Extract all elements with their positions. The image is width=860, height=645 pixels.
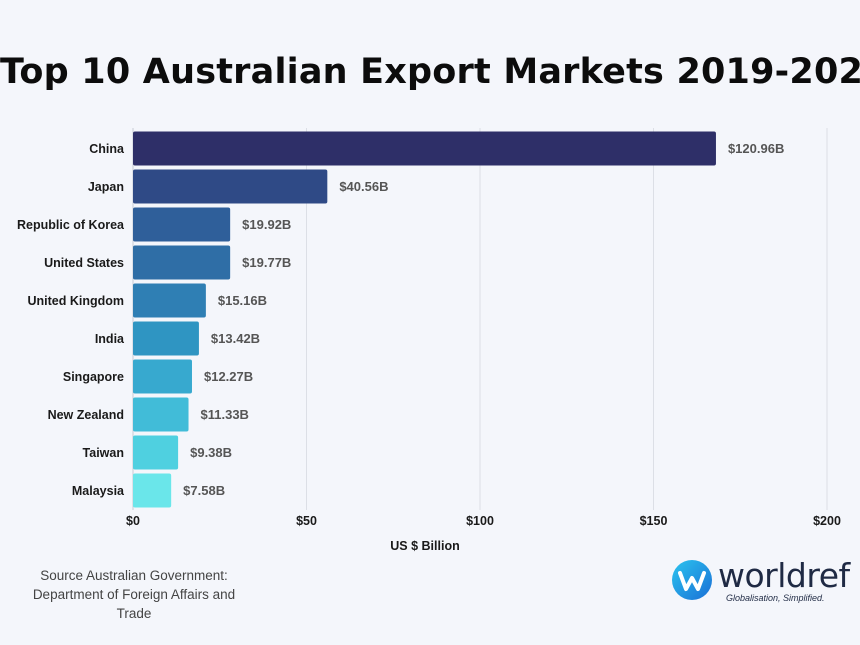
category-label: Malaysia xyxy=(72,484,125,498)
category-label: New Zealand xyxy=(48,408,124,422)
value-label: $13.42B xyxy=(211,331,260,346)
category-label: Republic of Korea xyxy=(17,218,125,232)
x-axis-title: US $ Billion xyxy=(390,539,459,553)
bar xyxy=(133,321,199,356)
logo-tagline: Globalisation, Simplified. xyxy=(726,593,825,603)
bar xyxy=(133,131,716,166)
source-line-2: Department of Foreign Affairs and Trade xyxy=(32,587,236,621)
value-label: $19.92B xyxy=(242,217,291,232)
category-label: Singapore xyxy=(63,370,124,384)
category-label: Japan xyxy=(88,180,124,194)
logo-name: worldref xyxy=(718,556,850,595)
bar xyxy=(133,473,172,508)
category-label: United States xyxy=(44,256,124,270)
worldref-logo: worldref Globalisation, Simplified. xyxy=(668,556,850,607)
bar xyxy=(133,207,231,242)
value-label: $7.58B xyxy=(183,483,225,498)
bar xyxy=(133,435,179,470)
x-tick-label: $100 xyxy=(466,514,494,528)
x-tick-label: $0 xyxy=(126,514,140,528)
category-label: China xyxy=(89,142,125,156)
category-label: India xyxy=(95,332,125,346)
value-label: $120.96B xyxy=(728,141,784,156)
value-label: $12.27B xyxy=(204,369,253,384)
worldref-logo-icon xyxy=(672,560,712,600)
bar xyxy=(133,283,206,318)
bar xyxy=(133,359,192,394)
bar xyxy=(133,245,231,280)
category-label: United Kingdom xyxy=(27,294,124,308)
value-label: $40.56B xyxy=(339,179,388,194)
source-line-1: Source Australian Government: xyxy=(40,568,228,583)
value-label: $11.33B xyxy=(201,407,249,422)
value-label: $19.77B xyxy=(242,255,291,270)
x-tick-label: $150 xyxy=(640,514,668,528)
x-tick-label: $50 xyxy=(296,514,317,528)
bar-chart: $0 $50 $100 $150 $200 China $120.96B Japan $40.5… xyxy=(17,128,841,553)
x-tick-label: $200 xyxy=(813,514,841,528)
value-label: $9.38B xyxy=(190,445,232,460)
source-note: Source Australian Government: Department… xyxy=(16,566,252,623)
category-label: Taiwan xyxy=(83,446,124,460)
chart-title: Top 10 Australian Export Markets 2019-20… xyxy=(0,52,860,92)
bar xyxy=(133,169,328,204)
value-label: $15.16B xyxy=(218,293,267,308)
bar xyxy=(133,397,189,432)
